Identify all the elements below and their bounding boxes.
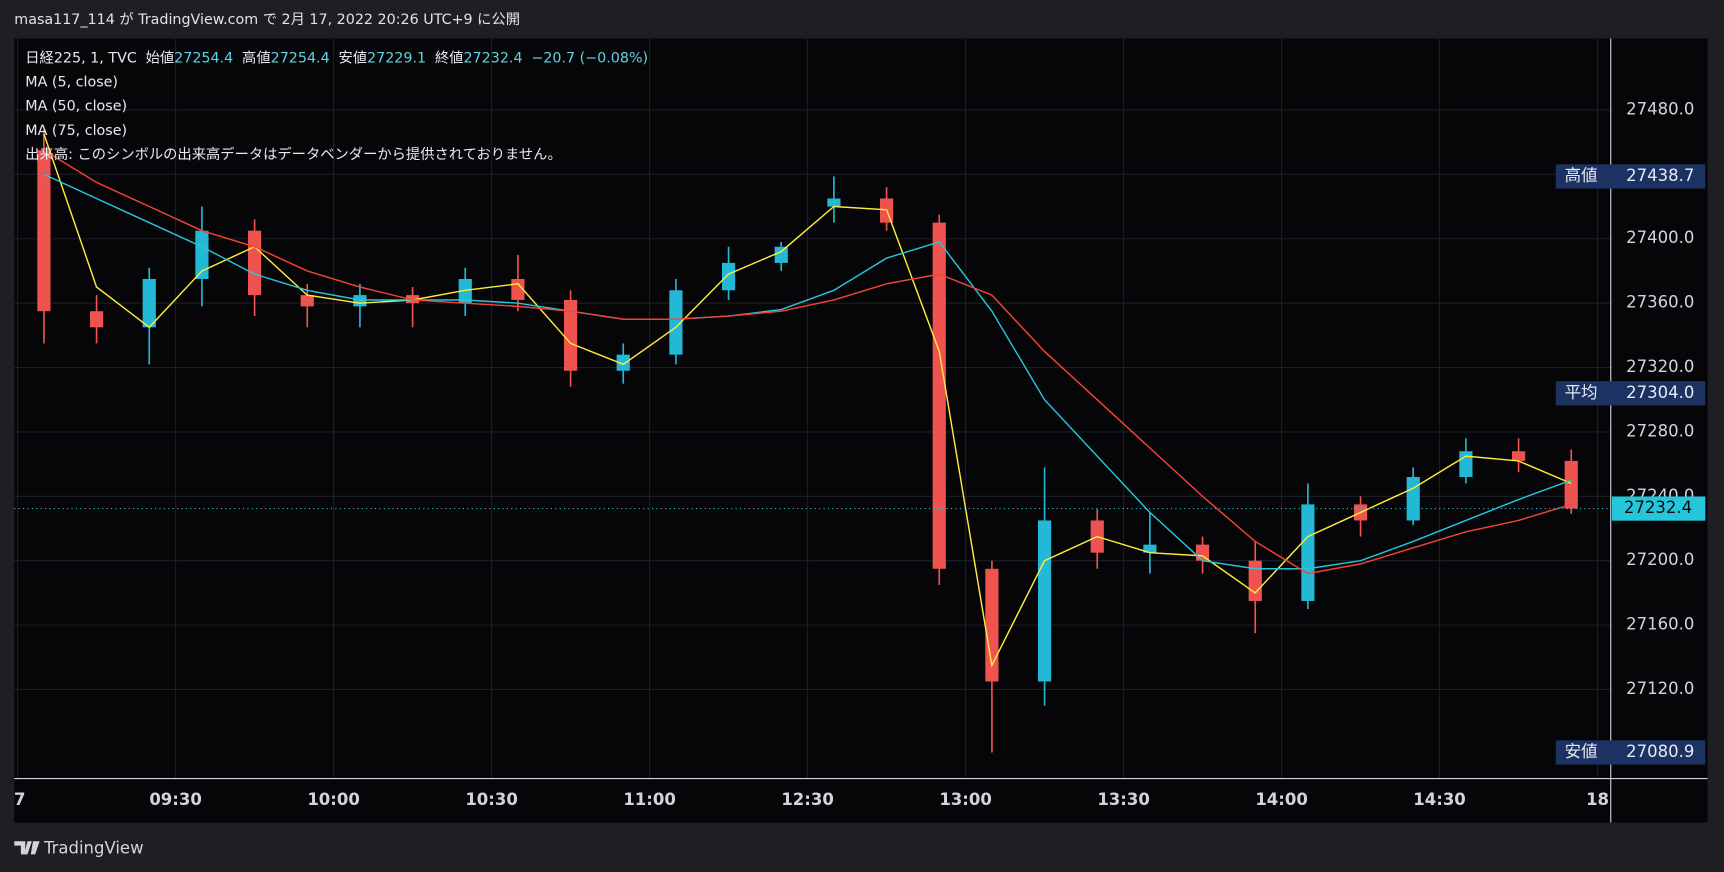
ohlc-label: 終値 [435,49,464,66]
x-tick-label: 12:30 [781,790,833,809]
y-tick-label: 27200.0 [1626,550,1694,569]
candle-body [195,230,209,279]
ohlc-legend: 日経225, 1, TVC 始値27254.4 高値27254.4 安値27229.1… [25,49,648,66]
price-label-value: 27304.0 [1626,383,1694,402]
candle-body [1143,544,1157,553]
candle-body [1248,560,1262,601]
price-label-name: 安値 [1565,742,1598,761]
footer-logo [14,841,40,855]
legend-entry: MA (75, close) [25,123,127,139]
price-label-box [1555,381,1706,406]
candle-body [458,278,472,304]
y-tick-label: 27160.0 [1626,615,1694,634]
x-tick-label: 13:00 [939,790,991,809]
candle-body [1037,520,1052,682]
last-price-label: 27232.4 [1624,498,1692,517]
ma-line [43,173,1572,570]
legend-entry: MA (50, close) [25,99,127,115]
y-tick-label: 27360.0 [1626,293,1694,312]
candle-body [353,295,367,307]
chart-panel [14,38,1708,823]
candle-body [669,290,683,355]
x-tick-label: 7 [14,790,25,809]
y-tick-label: 27480.0 [1626,99,1694,118]
x-tick-label: 10:00 [307,790,359,809]
price-label-box [1555,164,1706,189]
ohlc-label: 安値 [338,49,367,66]
candle-body [827,198,841,207]
header: masa117_114 が TradingView.com で 2月 17, 2… [14,11,520,28]
price-label-name: 高値 [1565,166,1598,185]
ma-line [43,149,1572,575]
candle-body [721,262,736,291]
y-tick-label: 27400.0 [1626,228,1694,247]
ohlc-value: 27229.1 [367,50,426,66]
price-label-value: 27438.7 [1626,166,1694,185]
ohlc-label: 高値 [242,49,271,66]
price-label-name: 平均 [1565,383,1598,402]
candle-body [89,311,104,328]
y-tick-label: 27120.0 [1626,679,1694,698]
x-tick-label: 14:00 [1255,790,1307,809]
candle-body [1301,504,1315,601]
ohlc-value: 27254.4 [174,50,233,66]
candle-body [616,354,630,371]
candle-body [405,295,420,304]
candle-body [247,230,262,296]
legend-entry: MA (5, close) [25,74,118,90]
price-label-box [1555,740,1706,765]
symbol: 日経225, 1, TVC [25,49,137,66]
candle-body [932,222,946,569]
candle-body [1511,451,1526,461]
ohlc-change: −20.7 (−0.08%) [531,50,648,66]
footer-brand: TradingView [43,838,144,857]
candle-body [1459,451,1473,478]
volume-note: 出来高: このシンボルの出来高データはデータベンダーから提供されておりません。 [25,145,561,163]
x-tick-label: 11:00 [623,790,675,809]
ohlc-value: 27254.4 [271,50,330,66]
last-price-box [1611,496,1706,521]
candle-body [774,246,788,263]
x-tick-label: 13:30 [1097,790,1149,809]
candle-body [563,299,578,371]
ohlc-value: 27232.4 [463,50,522,66]
ohlc-label: 始値 [146,49,175,66]
candle-body [1406,477,1420,521]
candle-body [142,278,156,328]
candle-body [985,568,999,682]
candle-body [37,150,51,312]
candle-body [300,295,314,307]
y-tick-label: 27280.0 [1626,421,1694,440]
x-tick-label: 09:30 [149,790,201,809]
x-tick-label: 14:30 [1413,790,1465,809]
candle-body [1564,460,1578,509]
price-label-value: 27080.9 [1626,742,1694,761]
y-tick-label: 27320.0 [1626,357,1694,376]
x-tick-label: 18 [1586,790,1609,809]
x-tick-label: 10:30 [465,790,517,809]
